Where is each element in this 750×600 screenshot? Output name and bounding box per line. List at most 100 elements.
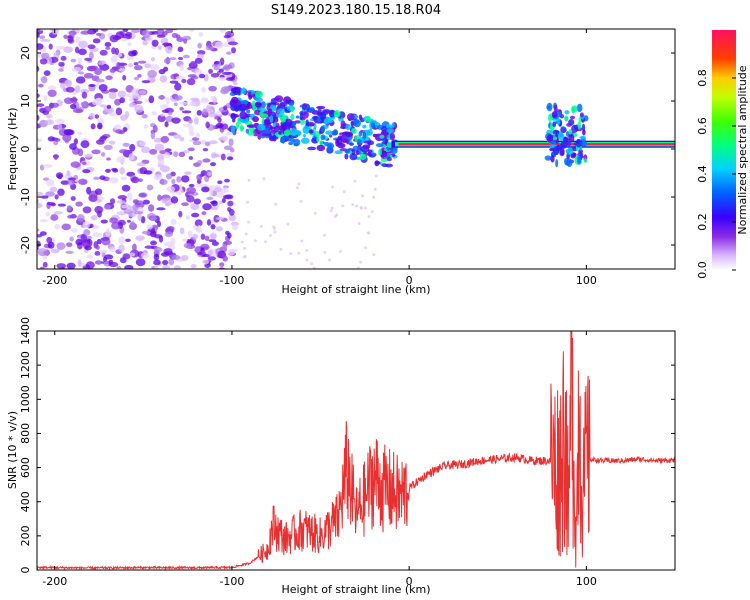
spectrogram-transition-blob: [290, 108, 294, 113]
spectrogram-transition-blob: [350, 121, 354, 127]
spectrogram-transition-blob: [267, 108, 273, 115]
spectrogram-sparse-blob: [310, 262, 314, 266]
spectrogram-sparse-blob: [335, 213, 339, 217]
spectrogram-noise-blob: [217, 180, 223, 185]
spectrogram-transition-blob: [344, 150, 350, 154]
spectrogram-transition-blob: [299, 119, 306, 125]
spectrogram-disturbance-blob: [564, 115, 569, 121]
spectrogram-sparse-blob: [351, 203, 355, 207]
spectrogram-noise-blob: [94, 68, 102, 75]
spectrogram-disturbance-blob: [552, 129, 560, 135]
spectrogram-sparse-blob: [322, 233, 326, 237]
spectrogram-noise-blob: [179, 227, 185, 235]
snr-y-tick-label: 200: [19, 525, 32, 546]
spectrogram-noise-blob: [129, 252, 136, 257]
spectrogram-noise-blob: [116, 200, 126, 204]
spectrogram-transition-blob: [329, 134, 333, 138]
spectrogram-noise-blob: [55, 118, 65, 124]
spectrogram-noise-blob: [42, 164, 53, 168]
spectrogram-noise-blob: [82, 221, 91, 229]
spectrogram-noise-blob: [181, 202, 189, 207]
spectrogram-noise-blob: [189, 97, 200, 102]
spectrogram-noise-blob: [37, 228, 40, 232]
spectrogram-noise-blob: [99, 49, 108, 56]
spectrogram-noise-blob: [94, 205, 104, 214]
spectrogram-noise-blob: [170, 218, 177, 225]
spectrogram-sparse-blob: [305, 258, 309, 262]
spectrogram-sparse-blob: [359, 260, 363, 264]
spectrogram-noise-blob: [223, 185, 229, 189]
spectrogram-noise-blob: [80, 88, 90, 94]
spectrogram-noise-blob: [193, 117, 199, 125]
spectrogram-transition-blob: [248, 124, 256, 128]
spectrogram-noise-blob: [39, 219, 48, 223]
spectrogram-noise-blob: [133, 100, 143, 105]
spectrogram-noise-blob: [83, 153, 93, 158]
spectrogram-noise-blob: [37, 143, 38, 145]
spectrogram-sparse-blob: [361, 194, 365, 198]
spectrogram-transition-blob: [269, 136, 279, 140]
spectrogram-noise-blob: [116, 265, 122, 269]
spectrogram-noise-blob: [181, 175, 190, 183]
spectrogram-transition-blob: [290, 138, 296, 143]
spectrogram-noise-blob: [223, 35, 231, 39]
spectrogram-noise-blob: [134, 76, 140, 81]
spectrogram-transition-blob: [260, 101, 266, 109]
spectrogram-noise-blob: [122, 75, 127, 81]
spectrogram-noise-blob: [108, 140, 116, 145]
spectrogram-transition-blob: [391, 122, 395, 129]
spectrogram-noise-blob: [228, 138, 234, 146]
spectrogram-noise-blob: [159, 165, 170, 173]
spectrogram-noise-blob: [160, 135, 170, 143]
spectrogram-noise-blob: [43, 105, 52, 113]
spectrogram-noise-blob: [141, 80, 151, 84]
spectrogram-transition-blob: [362, 124, 367, 129]
spectrogram-disturbance-blob: [563, 136, 569, 141]
spectrogram-noise-blob: [121, 204, 129, 209]
spectrogram-noise-blob: [150, 64, 160, 71]
spectrogram-noise-blob: [48, 43, 53, 50]
spectrogram-noise-blob: [202, 158, 211, 163]
spectrogram-noise-blob: [179, 271, 184, 275]
spectrogram-transition-blob: [257, 132, 262, 140]
snr-frame: [36, 330, 676, 571]
spectrogram-noise-blob: [208, 85, 217, 92]
spectrogram-sparse-blob: [328, 258, 332, 262]
spectrogram-sparse-blob: [242, 246, 246, 250]
spectrogram-sparse-blob: [244, 232, 248, 236]
spectrogram-noise-blob: [94, 114, 100, 119]
spectrogram-transition-blob: [269, 115, 274, 123]
spectrogram-noise-blob: [56, 263, 66, 269]
spectrogram-noise-blob: [197, 42, 202, 49]
spectrogram-noise-blob: [105, 75, 113, 81]
spectrogram-noise-blob: [47, 241, 55, 249]
spectrogram-noise-blob: [81, 91, 88, 99]
spectrogram-noise-blob: [143, 170, 153, 175]
spectrogram-noise-blob: [176, 37, 185, 42]
spectrogram-noise-blob: [200, 233, 206, 240]
spectrogram-noise-blob: [68, 177, 76, 181]
spectrogram-transition-blob: [367, 149, 373, 154]
spectrogram-noise-blob: [210, 224, 216, 230]
spectrogram-noise-blob: [146, 184, 154, 191]
spectrogram-disturbance-blob: [569, 115, 576, 120]
spectrogram-noise-blob: [119, 166, 125, 175]
spectrogram-noise-blob: [89, 65, 99, 70]
spectrogram-sparse-blob: [295, 186, 299, 190]
spectrogram-noise-blob: [53, 154, 58, 161]
spectrogram-noise-blob: [158, 269, 163, 276]
spectrogram-noise-blob: [210, 95, 216, 100]
spectrogram-transition-blob: [239, 124, 244, 132]
spectrogram-noise-blob: [206, 196, 214, 200]
spectrogram-transition-blob: [295, 115, 300, 119]
spectrogram-noise-blob: [153, 246, 163, 253]
spectrogram-noise-blob: [137, 213, 142, 221]
spectrogram-noise-blob: [154, 265, 159, 269]
spectrogram-noise-blob: [70, 196, 76, 201]
spectrogram-sparse-blob: [338, 250, 342, 254]
spectrogram-noise-blob: [213, 60, 220, 65]
spectrogram-noise-blob: [149, 78, 156, 82]
spectrogram-x-tick-label: 100: [576, 274, 597, 287]
spectrogram-noise-blob: [44, 119, 54, 125]
spectrogram-noise-blob: [86, 186, 92, 195]
